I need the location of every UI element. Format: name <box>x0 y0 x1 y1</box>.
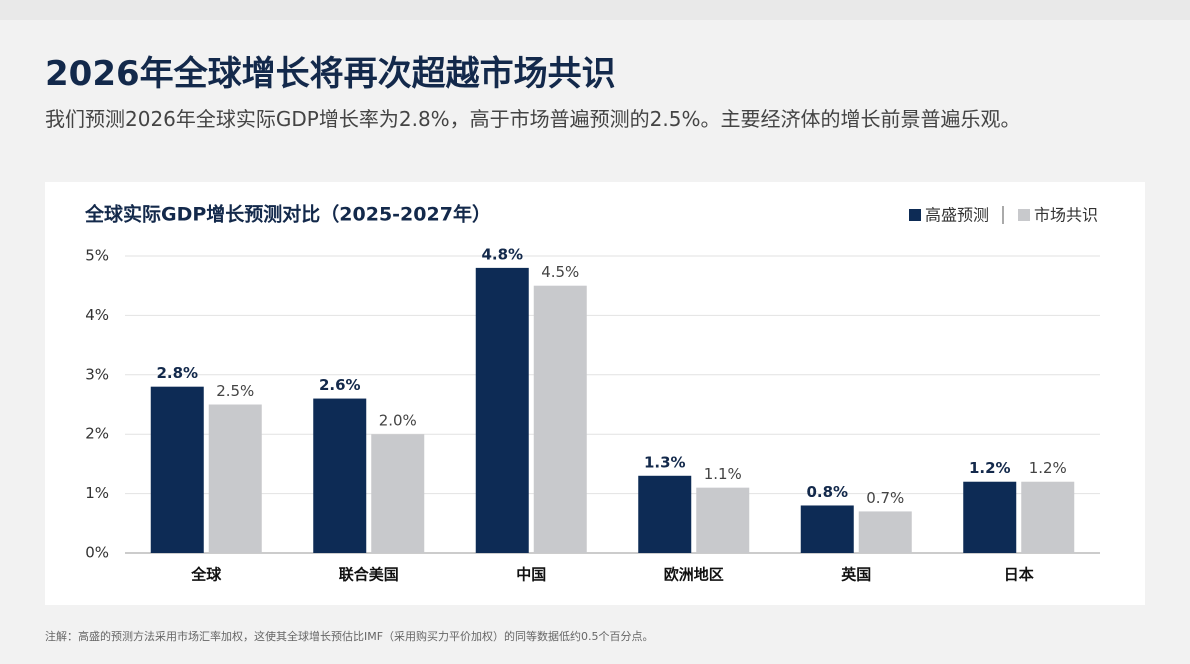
y-tick-label: 5% <box>85 247 109 265</box>
page-subtitle: 我们预测2026年全球实际GDP增长率为2.8%，高于市场普遍预测的2.5%。主… <box>45 107 1021 131</box>
bar <box>800 505 854 553</box>
bar <box>475 267 529 553</box>
bar <box>696 487 750 553</box>
y-tick-label: 3% <box>85 365 109 383</box>
bar <box>150 386 204 553</box>
bar <box>533 285 587 553</box>
value-label: 1.2% <box>1029 459 1067 477</box>
value-label: 0.8% <box>806 483 848 501</box>
bar <box>638 475 692 553</box>
footnote: 注解：高盛的预测方法采用市场汇率加权，这使其全球增长预估比IMF（采用购买力平价… <box>45 630 654 643</box>
x-tick-label: 英国 <box>841 566 871 584</box>
top-strip <box>0 0 1190 20</box>
y-tick-label: 0% <box>85 544 109 562</box>
legend-swatch <box>909 209 921 221</box>
legend-label: 高盛预测 <box>925 206 989 225</box>
x-tick-label: 欧洲地区 <box>664 566 724 584</box>
x-tick-label: 联合美国 <box>339 566 399 584</box>
value-label: 2.6% <box>319 376 361 394</box>
x-tick-label: 全球 <box>190 566 222 584</box>
value-label: 1.1% <box>704 465 742 483</box>
chart-title: 全球实际GDP增长预测对比（2025-2027年） <box>84 203 491 226</box>
value-label: 1.2% <box>969 459 1011 477</box>
value-label: 2.8% <box>156 364 198 382</box>
y-tick-label: 1% <box>85 484 109 502</box>
legend-swatch <box>1018 209 1030 221</box>
chart: 全球实际GDP增长预测对比（2025-2027年） 0% 1% 2% 3% 4% 5% 高盛… <box>45 182 1145 605</box>
value-label: 1.3% <box>644 453 686 471</box>
bar <box>313 398 367 553</box>
y-tick-label: 4% <box>85 306 109 324</box>
y-tick-label: 2% <box>85 425 109 443</box>
value-label: 2.5% <box>216 382 254 400</box>
bar <box>963 481 1017 553</box>
bar <box>858 511 912 553</box>
value-label: 4.8% <box>481 245 523 263</box>
x-tick-label: 中国 <box>516 566 546 584</box>
bar <box>371 434 425 553</box>
value-label: 2.0% <box>379 412 417 430</box>
bar <box>1021 481 1075 553</box>
value-label: 0.7% <box>866 489 904 507</box>
page-title: 2026年全球增长将再次超越市场共识 <box>45 54 616 94</box>
x-tick-label: 日本 <box>1004 566 1034 584</box>
value-label: 4.5% <box>541 263 579 281</box>
bar <box>208 404 262 553</box>
legend-label: 市场共识 <box>1034 206 1098 225</box>
